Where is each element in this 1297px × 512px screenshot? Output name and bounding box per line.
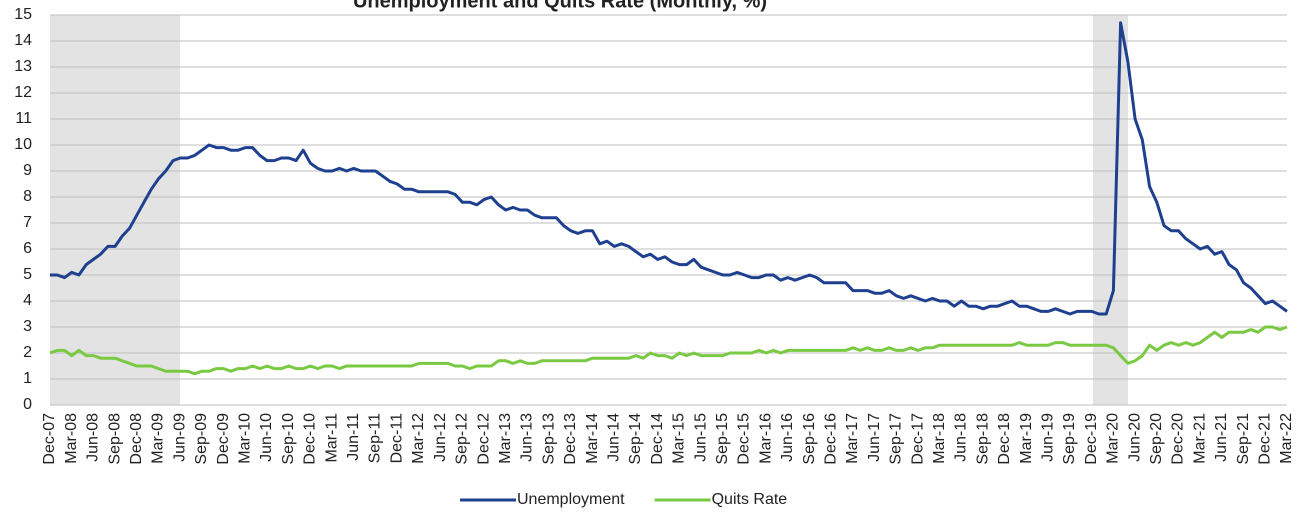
y-tick-label: 12: [14, 84, 32, 101]
x-tick-label: Jun-18: [953, 413, 970, 462]
x-tick-label: Sep-14: [627, 413, 644, 465]
x-tick-label: Mar-15: [671, 413, 688, 464]
x-tick-label: Jun-08: [85, 413, 102, 462]
y-tick-label: 5: [23, 266, 32, 283]
x-tick-label: Dec-15: [736, 413, 753, 465]
x-tick-label: Mar-08: [63, 413, 80, 464]
line-series: [50, 21, 1288, 316]
x-tick-label: Sep-15: [714, 413, 731, 465]
y-tick-label: 9: [23, 162, 32, 179]
x-tick-label: Sep-18: [974, 413, 991, 465]
y-tick-label: 3: [23, 318, 32, 335]
line-series: [49, 325, 1288, 376]
x-tick-label: Jun-21: [1213, 413, 1230, 462]
x-tick-label: Mar-11: [323, 413, 340, 463]
y-tick-label: 2: [23, 344, 32, 361]
x-tick-label: Mar-16: [757, 413, 774, 464]
x-tick-label: Dec-16: [822, 413, 839, 465]
x-tick-label: Sep-12: [454, 413, 471, 465]
x-tick-label: Mar-12: [410, 413, 427, 464]
y-tick-label: 8: [23, 188, 32, 205]
x-tick-label: Jun-13: [519, 413, 536, 462]
y-tick-label: 7: [23, 214, 32, 231]
y-tick-label: 10: [14, 136, 32, 153]
x-tick-label: Sep-08: [106, 413, 123, 465]
x-tick-label: Jun-11: [345, 413, 362, 461]
recession-shade: [50, 15, 180, 405]
x-tick-label: Sep-17: [888, 413, 905, 465]
x-tick-label: Sep-11: [367, 413, 384, 464]
x-tick-label: Mar-21: [1191, 413, 1208, 464]
recession-shade: [1093, 15, 1128, 405]
x-tick-label: Dec-11: [388, 413, 405, 463]
x-tick-label: Dec-20: [1170, 413, 1187, 465]
x-tick-label: Mar-19: [1018, 413, 1035, 464]
legend-label: Quits Rate: [712, 491, 788, 508]
x-tick-label: Dec-18: [996, 413, 1013, 465]
chart-title: Unemployment and Quits Rate (Monthly, %): [353, 0, 767, 12]
x-tick-label: Jun-20: [1126, 413, 1143, 462]
x-tick-label: Mar-14: [584, 413, 601, 464]
x-tick-label: Dec-07: [41, 413, 58, 465]
x-tick-label: Mar-18: [931, 413, 948, 464]
grid: [50, 14, 1287, 406]
x-tick-label: Jun-09: [171, 413, 188, 462]
x-tick-label: Dec-09: [215, 413, 232, 465]
x-tick-label: Mar-10: [237, 413, 254, 464]
x-tick-label: Sep-09: [193, 413, 210, 465]
x-tick-label: Dec-14: [649, 413, 666, 465]
x-tick-label: Dec-08: [128, 413, 145, 465]
x-tick-label: Dec-12: [475, 413, 492, 465]
y-tick-label: 14: [14, 32, 32, 49]
x-tick-label: Mar-09: [150, 413, 167, 464]
x-tick-label: Mar-20: [1105, 413, 1122, 464]
x-tick-label: Mar-13: [497, 413, 514, 464]
x-tick-label: Mar-22: [1278, 413, 1295, 464]
x-tick-label: Dec-21: [1257, 413, 1274, 465]
x-tick-label: Dec-19: [1083, 413, 1100, 465]
x-tick-label: Sep-21: [1235, 413, 1252, 465]
x-tick-label: Jun-16: [779, 413, 796, 462]
y-tick-label: 1: [23, 370, 32, 387]
x-tick-label: Sep-16: [801, 413, 818, 465]
y-tick-label: 13: [14, 58, 32, 75]
y-tick-label: 15: [14, 6, 32, 23]
x-tick-label: Jun-14: [605, 413, 622, 462]
x-tick-label: Jun-15: [692, 413, 709, 462]
x-tick-label: Dec-13: [562, 413, 579, 465]
y-tick-label: 6: [23, 240, 32, 257]
x-tick-label: Sep-13: [540, 413, 557, 465]
x-tick-label: Jun-12: [432, 413, 449, 462]
legend-label: Unemployment: [517, 491, 625, 508]
x-tick-label: Sep-10: [280, 413, 297, 465]
x-tick-label: Jun-10: [258, 413, 275, 462]
x-tick-label: Sep-20: [1148, 413, 1165, 465]
x-tick-label: Mar-17: [844, 413, 861, 464]
x-tick-label: Jun-17: [866, 413, 883, 462]
x-tick-label: Dec-17: [909, 413, 926, 465]
y-tick-label: 0: [23, 396, 32, 413]
x-tick-label: Jun-19: [1039, 413, 1056, 462]
x-tick-label: Dec-10: [302, 413, 319, 465]
y-tick-label: 4: [23, 292, 32, 309]
x-tick-label: Sep-19: [1061, 413, 1078, 465]
y-tick-label: 11: [15, 110, 32, 127]
